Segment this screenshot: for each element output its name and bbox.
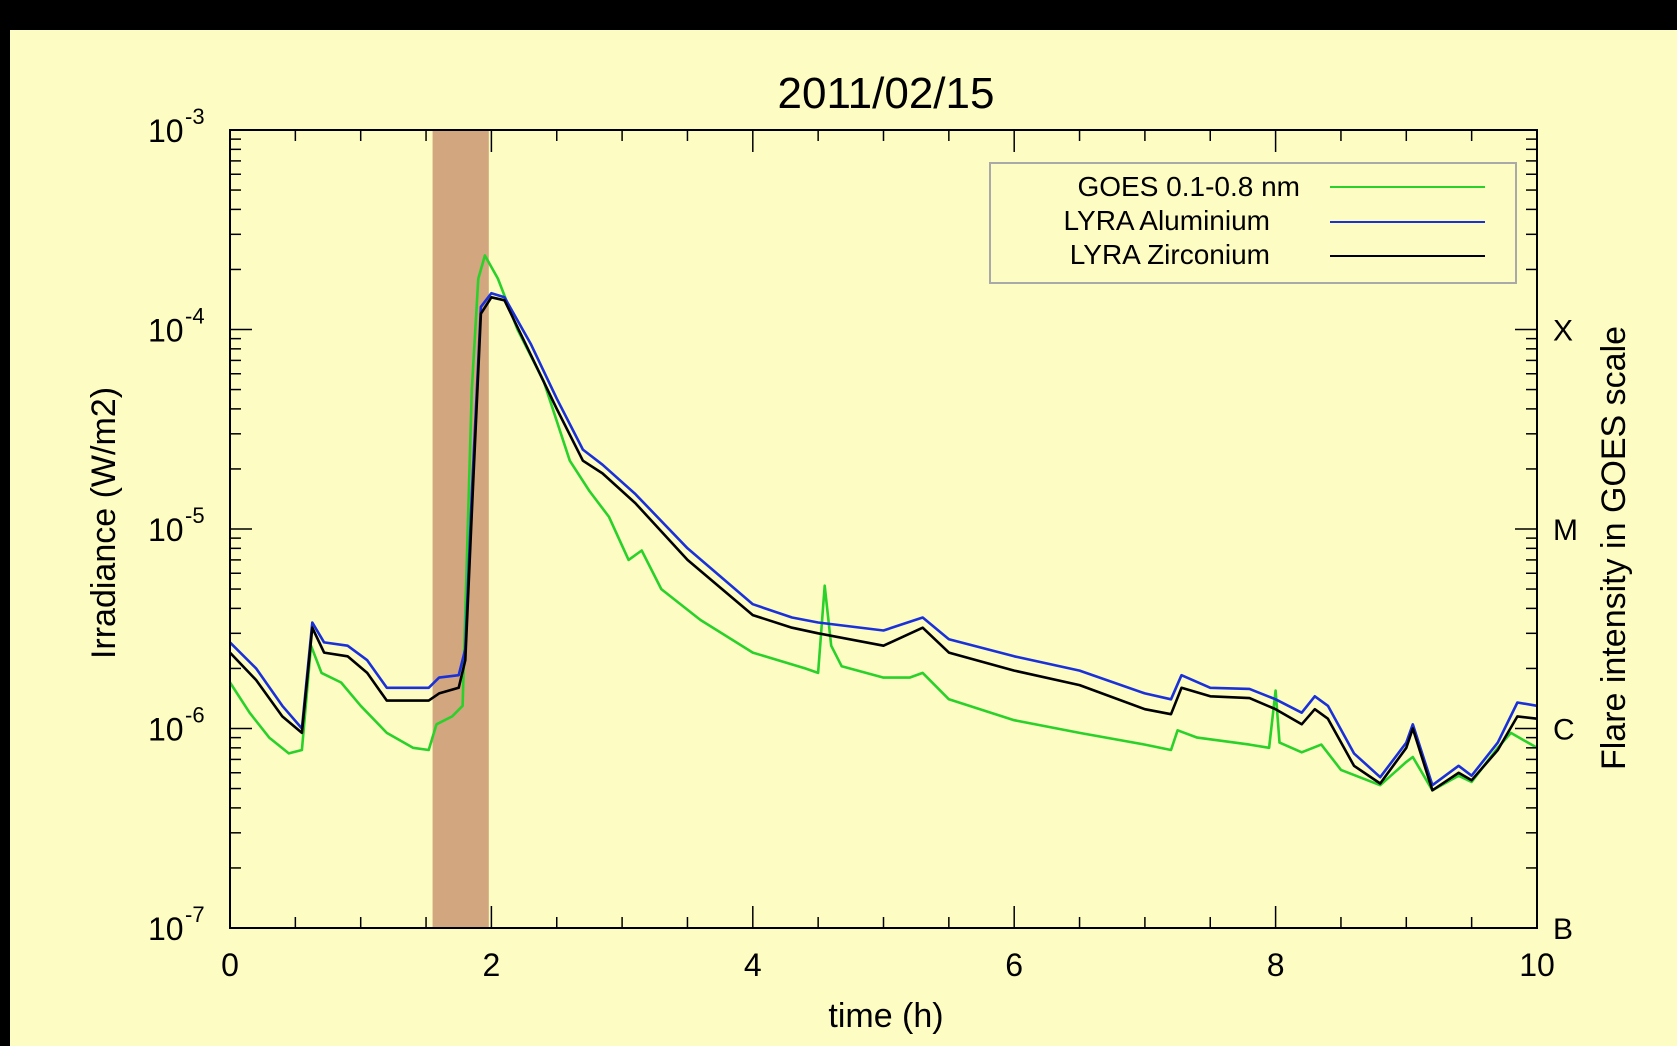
y-tick-label: 10 -4: [148, 304, 205, 349]
chart-title: 2011/02/15: [778, 69, 995, 118]
highlight-band: [432, 130, 489, 928]
y-tick-base: 10: [148, 911, 184, 947]
series-line-0: [228, 254, 1538, 792]
x-tick-label: 10: [1519, 947, 1555, 983]
series-lines: [228, 254, 1538, 792]
x-tick-label: 6: [1005, 947, 1023, 983]
y-tick-base: 10: [148, 512, 184, 548]
goes-class-label: C: [1553, 714, 1575, 747]
y-tick-label: 10 -6: [148, 703, 205, 748]
figure-background: [10, 30, 1677, 1046]
y-tick-exponent: -3: [185, 104, 205, 129]
y-tick-base: 10: [148, 712, 184, 748]
y-tick-label: 10 -5: [148, 503, 205, 548]
legend-label-aluminium: LYRA Aluminium: [1064, 205, 1270, 236]
goes-class-label: M: [1553, 514, 1578, 547]
y-tick-exponent: -4: [185, 304, 205, 329]
series-line-2: [229, 296, 1538, 792]
y-tick-base: 10: [148, 113, 184, 149]
x-tick-label: 0: [221, 947, 239, 983]
legend-label-goes: GOES 0.1-0.8 nm: [1077, 171, 1300, 202]
x-tick-label: 8: [1267, 947, 1285, 983]
x-tick-label: 2: [483, 947, 501, 983]
plot-area: [432, 130, 489, 928]
goes-class-label: X: [1553, 315, 1573, 348]
legend-box: [989, 162, 1517, 284]
x-tick-label: 4: [744, 947, 762, 983]
legend-label-zirconium: LYRA Zirconium: [1070, 239, 1270, 270]
y-tick-exponent: -5: [185, 503, 205, 528]
x-axis-title: time (h): [828, 997, 943, 1035]
y-tick-label: 10 -7: [148, 902, 205, 947]
goes-class-label: B: [1553, 913, 1573, 946]
y-tick-label: 10 -3: [148, 104, 205, 149]
y2-axis-title: Flare intensity in GOES scale: [1595, 326, 1633, 770]
legend: GOES 0.1-0.8 nm LYRA Aluminium LYRA Zirc…: [989, 162, 1517, 284]
y-axis-title: Irradiance (W/m2): [85, 387, 123, 659]
y-tick-base: 10: [148, 313, 184, 349]
y-tick-exponent: -7: [185, 902, 205, 927]
y-tick-exponent: -6: [185, 703, 205, 728]
series-line-1: [229, 291, 1538, 787]
